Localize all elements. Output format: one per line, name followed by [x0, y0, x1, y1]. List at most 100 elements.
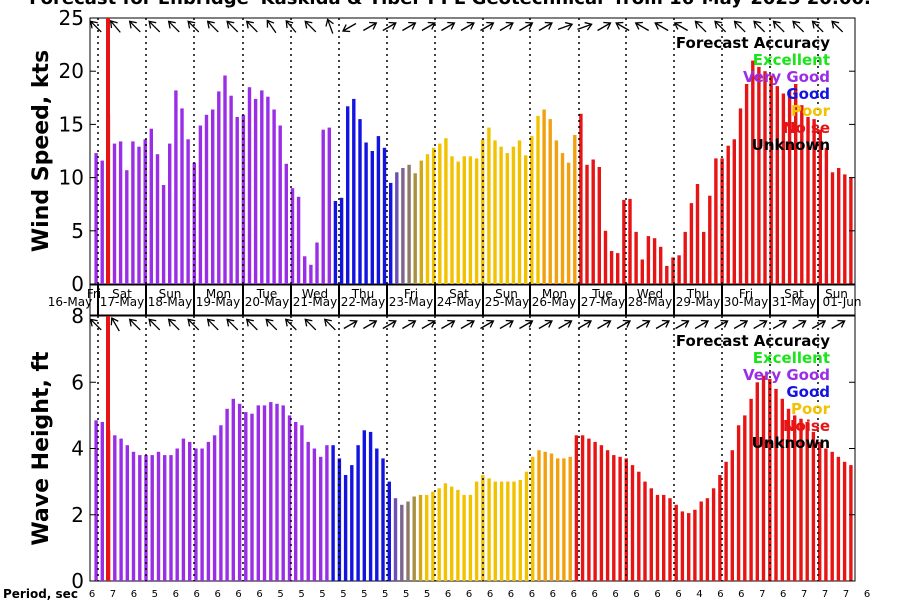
data-bar	[560, 153, 565, 284]
data-bar	[174, 90, 178, 285]
data-bar	[272, 109, 276, 284]
data-bar	[331, 445, 335, 581]
direction-arrow	[325, 18, 334, 34]
data-bar	[370, 151, 374, 284]
data-bar	[805, 422, 809, 581]
data-bar	[119, 438, 123, 581]
data-bar	[536, 115, 540, 285]
y-tick-label: 4	[71, 437, 84, 461]
data-bar	[493, 140, 497, 284]
day-axis-frame	[89, 284, 856, 316]
day-name: Sat	[784, 287, 804, 301]
data-bar	[824, 448, 828, 581]
data-bar	[169, 455, 173, 581]
data-bar	[643, 481, 647, 581]
data-bar	[743, 415, 747, 581]
data-bar	[364, 142, 368, 284]
data-bar	[524, 471, 529, 581]
day-label-axis: Fri16-MaySat17-MaySun18-MayMon19-MayTue2…	[48, 284, 862, 316]
direction-arrow	[206, 20, 219, 33]
direction-arrow	[226, 20, 239, 33]
data-bar	[137, 146, 141, 284]
data-bar	[312, 448, 317, 581]
period-value: 5	[152, 589, 158, 600]
data-bar	[118, 141, 123, 284]
data-bar	[705, 498, 710, 581]
day-name: Wed	[637, 287, 663, 301]
data-bar	[830, 172, 835, 284]
data-bar	[744, 84, 749, 284]
data-bar	[800, 105, 804, 284]
data-bar	[180, 108, 184, 285]
data-bar	[659, 246, 663, 284]
direction-arrow	[480, 319, 495, 330]
period-value: 5	[340, 589, 346, 600]
day-date: 17-May	[100, 295, 144, 309]
day-name: Sat	[449, 287, 469, 301]
period-value: 7	[759, 589, 765, 600]
period-value: 7	[801, 589, 807, 600]
direction-arrow	[363, 21, 378, 32]
direction-arrow	[421, 319, 436, 330]
period-value: 6	[675, 589, 681, 600]
direction-arrow	[167, 318, 180, 331]
data-bar	[493, 481, 497, 581]
period-value: 7	[822, 589, 828, 600]
legend-entry: Noise	[783, 119, 830, 137]
data-bar	[474, 481, 479, 581]
data-bar	[389, 182, 393, 284]
data-bar	[253, 98, 258, 285]
period-value: 6	[780, 589, 786, 600]
y-tick-label: 0	[71, 569, 84, 593]
period-value: 6	[864, 589, 870, 600]
data-bar	[125, 170, 129, 284]
day-date: 23-May	[389, 295, 433, 309]
data-bar	[113, 435, 117, 582]
legend-entry: Good	[786, 383, 830, 401]
data-bar	[718, 475, 722, 581]
period-value: 6	[89, 589, 95, 600]
direction-arrow	[128, 20, 141, 33]
data-bar	[548, 119, 552, 284]
data-bar	[200, 448, 204, 581]
direction-arrow	[148, 318, 161, 331]
data-bar	[599, 445, 604, 581]
direction-arrow	[519, 319, 534, 330]
data-bar	[462, 156, 466, 284]
data-bar	[474, 158, 479, 284]
data-bar	[412, 496, 416, 581]
direction-arrow	[499, 319, 514, 330]
data-bar	[780, 398, 784, 581]
data-bar	[787, 90, 792, 285]
direction-arrow	[675, 319, 690, 330]
data-bar	[400, 504, 404, 581]
data-bar	[194, 448, 198, 581]
data-bar	[333, 201, 338, 284]
data-bar	[580, 435, 585, 582]
day-name: Tue	[256, 287, 278, 301]
data-bar	[652, 238, 657, 284]
period-value: 6	[215, 589, 221, 600]
data-bar	[155, 154, 160, 284]
data-bar	[425, 154, 430, 284]
direction-arrow	[733, 20, 746, 33]
direction-arrow	[110, 317, 120, 332]
data-bar	[562, 458, 566, 581]
direction-arrow	[558, 319, 573, 330]
data-bar	[687, 513, 691, 581]
data-bar	[275, 403, 279, 581]
direction-arrow	[187, 318, 200, 331]
direction-arrow	[753, 319, 768, 330]
y-tick-label: 25	[59, 6, 84, 30]
data-bar	[256, 405, 260, 581]
day-date: 20-May	[245, 295, 289, 309]
day-name: Wed	[302, 287, 328, 301]
period-value: 6	[550, 589, 556, 600]
period-value: 6	[256, 589, 262, 600]
period-value: 6	[445, 589, 451, 600]
day-name: Fri	[404, 287, 418, 301]
data-bar	[769, 75, 773, 284]
direction-arrow	[577, 319, 593, 330]
data-bar	[395, 172, 399, 284]
data-bar	[450, 156, 454, 284]
